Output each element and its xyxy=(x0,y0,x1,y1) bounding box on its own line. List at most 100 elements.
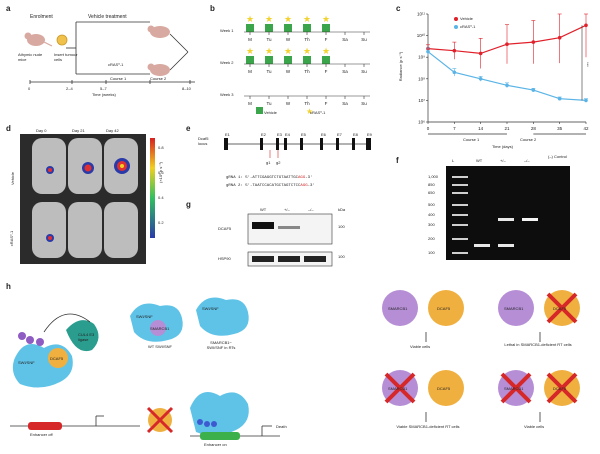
bp-marker-label: 200 xyxy=(428,236,435,241)
d-day42: Day 42 xyxy=(106,128,119,133)
data-point xyxy=(452,70,457,75)
bp-marker-label: 400 xyxy=(428,212,435,217)
data-point xyxy=(505,42,509,46)
c-course1: Course 1 xyxy=(463,137,480,142)
vehicle-dose-mark xyxy=(322,24,330,32)
day-label: F xyxy=(325,101,328,106)
f-lane-ko: –/– xyxy=(524,158,530,163)
panel-g-western xyxy=(247,213,333,267)
bp-marker-label: 650 xyxy=(428,190,435,195)
day-label: Th xyxy=(304,37,310,42)
cells-label: Insert tumour cells xyxy=(54,52,78,62)
h-grid-smarcb1-4: SMARCB1 xyxy=(504,386,524,391)
h-grid-dcaf5-2: DCAF5 xyxy=(553,306,567,311)
d-tick-04: 0.4 xyxy=(158,195,164,200)
data-point xyxy=(531,40,536,44)
g-kda: kDa xyxy=(338,207,346,212)
h-enh-on: Enhancer on xyxy=(204,442,227,447)
f-lane-ctrl: (–) Control xyxy=(548,154,567,159)
exon-label: E6 xyxy=(321,132,327,137)
bp-marker-label: 300 xyxy=(428,222,435,227)
d-tick-08: 0.8 xyxy=(158,145,164,150)
data-point xyxy=(584,98,588,103)
bp-marker-label: 1,000 xyxy=(428,174,439,179)
vehicle-dose-mark xyxy=(265,56,273,64)
vehicle-dose-mark xyxy=(303,56,311,64)
h-dcaf5-label: DCAF5 xyxy=(50,356,64,361)
exon-label: E9 xyxy=(367,132,373,137)
exon-label: E1 xyxy=(225,132,231,137)
day-label: W xyxy=(286,37,291,42)
panel-d-imaging xyxy=(20,134,155,264)
day-label: Su xyxy=(361,37,367,42)
vehicle-dose-mark xyxy=(284,24,292,32)
grna2: gRNA 2: 5′-TAATCCACATGCTAGTCTCCAGG-3′ xyxy=(226,184,315,188)
drug-dose-star: ★ xyxy=(303,46,311,56)
h-death: Death xyxy=(276,424,287,429)
ladder-band xyxy=(452,224,468,226)
c-significance: *** xyxy=(584,62,590,67)
f-lane-wt: WT xyxy=(476,158,483,163)
drug-dose-star: ★ xyxy=(322,14,330,24)
bp-marker-label: 500 xyxy=(428,202,435,207)
x-tick-label: 42 xyxy=(583,126,589,131)
panel-d-letter: d xyxy=(6,124,11,133)
vehicle-dose-mark xyxy=(246,24,254,32)
tick-1: 2–4 xyxy=(66,86,73,91)
g-col-het: +/– xyxy=(284,207,290,212)
data-point xyxy=(478,77,483,81)
y-tick-label: 10⁸ xyxy=(418,76,425,81)
ladder-band xyxy=(452,252,468,254)
h-grid-smarcb1-2: SMARCB1 xyxy=(504,306,524,311)
legend-drug-b: cRAS⁰-1 xyxy=(310,110,326,115)
vehicle-dose-mark xyxy=(303,24,311,32)
day-label: M xyxy=(248,69,252,74)
legend-marker xyxy=(454,17,458,21)
ladder-band xyxy=(452,192,468,194)
panel-e-letter: e xyxy=(186,124,191,133)
data-point xyxy=(584,23,588,28)
data-point xyxy=(426,49,430,54)
day-label: W xyxy=(286,69,291,74)
vehicle-treatment-label: Vehicle treatment xyxy=(88,14,127,20)
legend-vehicle-swatch xyxy=(256,107,263,114)
h-enh-off: Enhancer off xyxy=(30,432,53,437)
ladder-band xyxy=(452,184,468,186)
panel-c-letter: c xyxy=(396,4,401,13)
e-locus-label: Dcaf5 locus xyxy=(198,136,209,146)
exon-box xyxy=(276,138,279,150)
drug-dose-star: ★ xyxy=(284,46,292,56)
course2-a: Course 2 xyxy=(150,76,167,81)
exon-box xyxy=(260,138,263,150)
d-scale-label: (×10⁶ p s⁻¹) xyxy=(158,162,163,183)
h-mut-label: SMARCB1− SWI/SNF in RTs xyxy=(206,340,236,350)
d-tick-06: 0.6 xyxy=(158,170,164,175)
data-point xyxy=(505,83,509,88)
x-tick-label: 28 xyxy=(531,126,537,131)
week1-label: Week 1 xyxy=(220,28,234,33)
week3-label: Week 3 xyxy=(220,92,234,97)
d-day21: Day 21 xyxy=(72,128,85,133)
d-row-vehicle: Vehicle xyxy=(9,172,15,185)
course1-a: Course 1 xyxy=(110,76,127,81)
panel-f-gel xyxy=(446,166,570,260)
d-day0: Day 0 xyxy=(36,128,47,133)
panel-b-schedule: ★M★Tu★W★Th★F Sa Su★M★Tu★W★Th★F Sa SuM Tu W Th F S… xyxy=(244,14,370,116)
bp-marker-label: 850 xyxy=(428,182,435,187)
h-grid-viable: Viable cells xyxy=(410,344,431,349)
f-lane-l: L xyxy=(452,158,455,163)
exon-label: E2 xyxy=(261,132,267,137)
h-swi2-label: SWI/SNF xyxy=(136,314,153,319)
day-label: Tu xyxy=(266,37,272,42)
exon-label: E8 xyxy=(353,132,359,137)
y-tick-label: 10⁶ xyxy=(418,120,425,125)
legend-marker xyxy=(454,25,458,29)
h-grid-dcaf5-3: DCAF5 xyxy=(437,386,451,391)
drug-dose-star: ★ xyxy=(284,14,292,24)
exon-label: E3 xyxy=(277,132,283,137)
h-wt-label: WT SWI/SNF xyxy=(148,344,172,349)
drug-dose-star: ★ xyxy=(322,46,330,56)
h-grid-lethal: Lethal in SMARCB1-deficient RT cells xyxy=(504,342,572,347)
y-tick-label: 10⁹ xyxy=(418,55,425,60)
y-tick-label: 10¹⁰ xyxy=(417,33,426,38)
